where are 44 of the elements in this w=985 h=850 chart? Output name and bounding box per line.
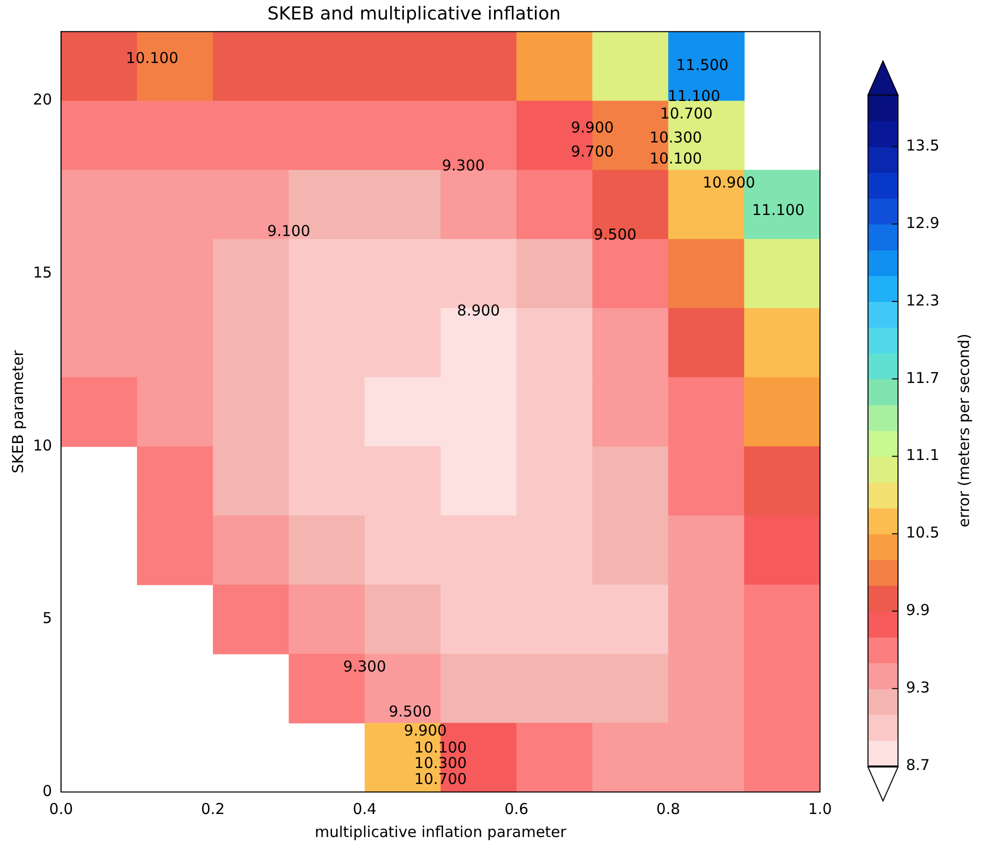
annotation: 10.900: [702, 174, 756, 192]
annotation: 9.500: [388, 702, 432, 720]
color-bar-label: 12.9: [906, 214, 940, 232]
x-tick-label: 0.4: [352, 800, 377, 818]
annotation: 10.700: [414, 770, 467, 788]
color-bar-label: 9.9: [906, 601, 930, 620]
annotation: 10.100: [650, 149, 702, 168]
annotation: 11.100: [668, 87, 720, 106]
x-tick-label: 0.2: [200, 800, 225, 818]
annotation: 9.300: [442, 156, 485, 174]
color-bar-title: error (meters per second): [954, 334, 973, 528]
annotation: 9.100: [267, 222, 310, 240]
color-bar-label: 11.7: [906, 368, 940, 387]
y-tick-label: 20: [32, 90, 52, 109]
annotation: 10.100: [414, 738, 467, 757]
x-tick-label: 0.8: [656, 800, 680, 818]
y-axis-title: SKEB parameter: [8, 349, 27, 474]
y-tick-label: 5: [42, 609, 52, 628]
annotation: 10.300: [414, 754, 467, 772]
annotation: 10.300: [650, 128, 702, 147]
color-bar-label: 12.3: [906, 291, 940, 310]
annotation: 10.700: [660, 104, 713, 122]
annotation: 11.500: [676, 56, 729, 74]
annotation: 9.500: [594, 225, 637, 244]
x-tick-label: 0.0: [49, 800, 74, 818]
chart-title: SKEB and multiplicative inflation: [267, 3, 561, 24]
annotation: 8.900: [457, 301, 500, 320]
annotation: 11.100: [752, 201, 805, 220]
annotation: 9.700: [570, 142, 614, 160]
y-tick-label: 15: [32, 263, 52, 282]
color-bar-label: 13.5: [906, 136, 940, 155]
color-bar-label: 9.3: [906, 678, 930, 696]
annotation: 9.900: [570, 118, 614, 136]
x-tick-label: 1.0: [808, 800, 832, 818]
color-bar-label: 10.5: [906, 524, 940, 542]
color-bar-label: 11.1: [906, 446, 940, 464]
annotation: 9.300: [343, 657, 386, 676]
annotation: 10.100: [126, 49, 178, 68]
annotation: 9.900: [404, 721, 447, 740]
x-axis-title: multiplicative inflation parameter: [314, 822, 568, 841]
y-tick-label: 0: [42, 782, 52, 800]
x-tick-label: 0.6: [504, 800, 528, 818]
y-tick-label: 10: [32, 436, 52, 454]
color-bar-label: 8.7: [906, 756, 930, 774]
